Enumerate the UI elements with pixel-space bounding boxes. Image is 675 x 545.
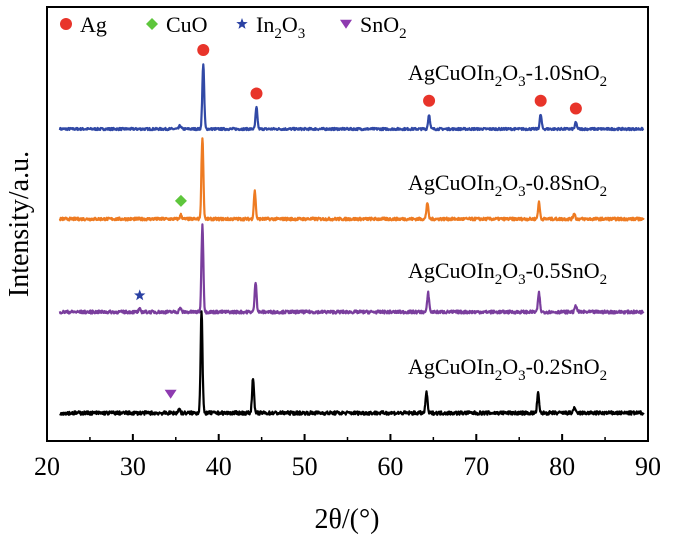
phase-marker-ag bbox=[534, 94, 547, 107]
series-layer: AgCuOIn2O3-1.0SnO2 AgCuOIn2O3-0.8SnO2 AgCu… bbox=[58, 44, 645, 416]
series-line bbox=[59, 310, 645, 416]
y-axis-title: Intensity/a.u. bbox=[4, 151, 35, 297]
series-label: Ag bbox=[80, 12, 107, 37]
phase-marker-ag bbox=[423, 94, 436, 107]
series-label: AgCuOIn2O3-0.5SnO2 bbox=[408, 258, 607, 288]
series-label: SnO2 bbox=[360, 12, 407, 42]
phase-marker-ag bbox=[569, 102, 582, 115]
series-label: CuO bbox=[166, 12, 208, 37]
series-label: AgCuOIn2O3-0.8SnO2 bbox=[408, 170, 607, 200]
series-2: AgCuOIn2O3-0.8SnO2 bbox=[58, 137, 645, 222]
series-3: AgCuOIn2O3-0.5SnO2 bbox=[58, 223, 645, 315]
phase-marker-sno2 bbox=[164, 389, 177, 399]
x-tick-label: 30 bbox=[120, 452, 146, 481]
x-tick-label: 90 bbox=[635, 452, 661, 481]
phase-marker-cuo bbox=[174, 194, 187, 207]
x-tick-label: 40 bbox=[206, 452, 232, 481]
series-4: AgCuOIn2O3-0.2SnO2 bbox=[59, 310, 645, 416]
legend-item: CuO bbox=[146, 12, 208, 37]
phase-marker-circle bbox=[60, 18, 72, 30]
x-tick-label: 20 bbox=[34, 452, 60, 481]
x-axis-title: 2θ/(°) bbox=[314, 504, 379, 535]
legend-item: In2O3 bbox=[236, 12, 305, 42]
legend-item: Ag bbox=[60, 12, 107, 37]
series-label: In2O3 bbox=[256, 12, 305, 42]
series-line bbox=[58, 137, 645, 222]
x-tick-label: 70 bbox=[463, 452, 489, 481]
series-line bbox=[58, 223, 645, 315]
phase-marker-diamond bbox=[146, 18, 158, 30]
x-tick-label: 50 bbox=[292, 452, 318, 481]
phase-marker-in2o3 bbox=[134, 289, 146, 301]
series-label: AgCuOIn2O3-1.0SnO2 bbox=[408, 60, 607, 90]
phase-marker-star bbox=[236, 18, 248, 29]
series-line bbox=[58, 63, 645, 132]
x-ticks: 20 30 40 50 60 70 80 90 bbox=[34, 434, 661, 481]
legend-item: SnO2 bbox=[340, 12, 407, 42]
series-label: AgCuOIn2O3-0.2SnO2 bbox=[408, 354, 607, 384]
legend: Ag CuO In2O3 SnO2 bbox=[60, 12, 407, 42]
x-tick-label: 80 bbox=[549, 452, 575, 481]
series-1: AgCuOIn2O3-1.0SnO2 bbox=[58, 44, 645, 132]
phase-marker-ag bbox=[197, 44, 210, 56]
phase-marker-ag bbox=[250, 87, 263, 100]
x-tick-label: 60 bbox=[377, 452, 403, 481]
phase-marker-triangle-down bbox=[340, 19, 352, 29]
